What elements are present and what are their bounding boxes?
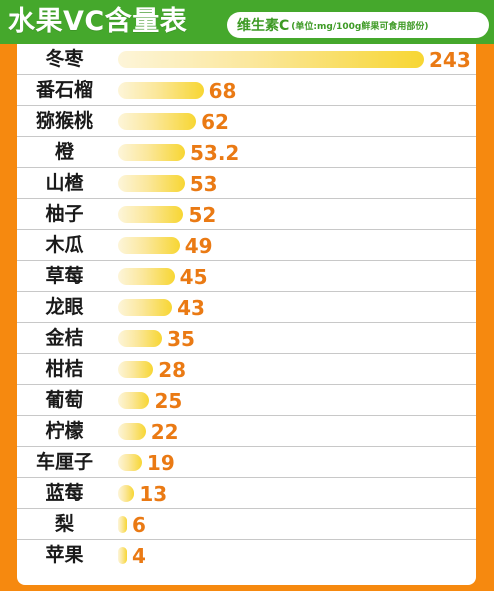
bar-chart: 冬枣 243 番石榴 68 猕猴桃 62 橙 53.2 山楂 53 柚子 52 木瓜 49 草莓 45 龙眼 43… — [17, 44, 476, 571]
chart-row: 葡萄 25 — [17, 385, 476, 416]
data-label: 6 — [132, 513, 146, 537]
data-label: 53.2 — [189, 141, 240, 165]
bar — [118, 237, 180, 254]
category-label: 冬枣 — [45, 48, 84, 70]
chart-row: 龙眼 43 — [17, 292, 476, 323]
data-label: 62 — [201, 110, 229, 134]
category-label: 柑桔 — [45, 358, 84, 380]
chart-row: 车厘子 19 — [17, 447, 476, 478]
category-label: 橙 — [54, 141, 74, 163]
bar — [118, 547, 127, 564]
bar — [118, 454, 142, 471]
bar — [118, 330, 163, 347]
subtitle-main: 维生素C — [237, 18, 290, 34]
data-label: 22 — [150, 420, 179, 444]
bar — [118, 206, 184, 223]
category-label: 山楂 — [45, 172, 84, 194]
data-label: 52 — [188, 203, 217, 227]
bar — [118, 392, 150, 409]
category-label: 蓝莓 — [45, 482, 84, 504]
data-label: 4 — [132, 544, 146, 568]
category-label: 梨 — [54, 513, 74, 535]
chart-panel: 冬枣 243 番石榴 68 猕猴桃 62 橙 53.2 山楂 53 柚子 52 木瓜 49 草莓 45 龙眼 43… — [17, 44, 476, 585]
chart-row: 木瓜 49 — [17, 230, 476, 261]
bar — [118, 423, 146, 440]
data-label: 53 — [189, 172, 218, 196]
page-title: 水果VC含量表 — [8, 6, 188, 37]
category-label: 柠檬 — [45, 420, 84, 442]
category-label: 猕猴桃 — [35, 110, 93, 132]
category-label: 柚子 — [45, 203, 84, 225]
bar — [118, 144, 185, 161]
bar — [118, 82, 204, 99]
bar — [118, 268, 175, 285]
chart-row: 山楂 53 — [17, 168, 476, 199]
category-label: 草莓 — [45, 265, 84, 287]
chart-row: 柑桔 28 — [17, 354, 476, 385]
data-label: 28 — [158, 358, 187, 382]
chart-row: 柚子 52 — [17, 199, 476, 230]
category-label: 苹果 — [45, 544, 84, 566]
chart-row: 冬枣 243 — [17, 44, 476, 75]
title-bar: 水果VC含量表 维生素C (单位:mg/100g鲜果可食用部份) — [0, 0, 494, 44]
bar — [118, 175, 185, 192]
category-label: 木瓜 — [45, 234, 84, 256]
data-label: 13 — [139, 482, 168, 506]
category-label: 龙眼 — [45, 296, 84, 318]
data-label: 49 — [184, 234, 213, 258]
chart-row: 金桔 35 — [17, 323, 476, 354]
chart-row: 草莓 45 — [17, 261, 476, 292]
data-label: 25 — [154, 389, 183, 413]
data-label: 68 — [208, 79, 237, 103]
bar — [118, 516, 127, 533]
unit-subtitle: 维生素C (单位:mg/100g鲜果可食用部份) — [227, 12, 489, 38]
data-label: 19 — [146, 451, 175, 475]
chart-row: 蓝莓 13 — [17, 478, 476, 509]
chart-row: 橙 53.2 — [17, 137, 476, 168]
chart-row: 柠檬 22 — [17, 416, 476, 447]
bar — [118, 361, 154, 378]
bar — [118, 485, 135, 502]
chart-row: 苹果 4 — [17, 540, 476, 571]
category-label: 番石榴 — [35, 79, 93, 101]
data-label: 35 — [167, 327, 195, 351]
chart-row: 猕猴桃 62 — [17, 106, 476, 137]
category-label: 车厘子 — [35, 451, 93, 473]
category-label: 金桔 — [45, 327, 84, 349]
data-label: 243 — [429, 48, 471, 72]
bar — [118, 113, 197, 130]
bar — [118, 299, 173, 316]
data-label: 43 — [177, 296, 205, 320]
bar — [118, 51, 424, 68]
data-label: 45 — [179, 265, 208, 289]
category-label: 葡萄 — [45, 389, 84, 411]
chart-row: 番石榴 68 — [17, 75, 476, 106]
subtitle-unit: (单位:mg/100g鲜果可食用部份) — [291, 21, 429, 32]
